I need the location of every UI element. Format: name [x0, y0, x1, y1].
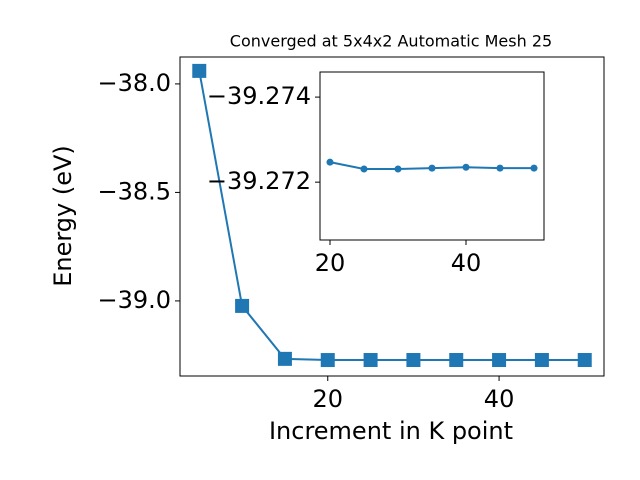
marker — [406, 353, 421, 368]
marker — [192, 63, 207, 78]
marker — [492, 353, 507, 368]
y-tick-label: −39.272 — [207, 167, 311, 195]
marker — [326, 158, 334, 166]
x-axis-label: Increment in K point — [269, 417, 513, 445]
y-tick-label: −39.0 — [97, 286, 171, 314]
marker — [394, 165, 402, 173]
y-tick-label: −38.5 — [97, 177, 171, 205]
marker — [320, 353, 335, 368]
x-tick-label: 20 — [315, 249, 346, 277]
marker — [428, 164, 436, 172]
marker — [449, 353, 464, 368]
marker — [235, 298, 250, 313]
marker — [530, 164, 538, 172]
chart-title: Converged at 5x4x2 Automatic Mesh 25 — [230, 32, 552, 51]
x-tick-label: 40 — [484, 385, 515, 413]
y-axis-label: Energy (eV) — [49, 145, 77, 287]
marker — [363, 353, 378, 368]
plot-area — [319, 71, 545, 241]
x-tick-label: 40 — [451, 249, 482, 277]
marker — [462, 163, 470, 171]
marker — [360, 165, 368, 173]
x-tick-label: 20 — [312, 385, 343, 413]
marker — [496, 164, 504, 172]
y-tick-label: −39.274 — [207, 82, 311, 110]
marker — [577, 353, 592, 368]
marker — [534, 353, 549, 368]
marker — [277, 351, 292, 366]
series-line — [198, 70, 585, 362]
y-tick-label: −38.0 — [97, 69, 171, 97]
